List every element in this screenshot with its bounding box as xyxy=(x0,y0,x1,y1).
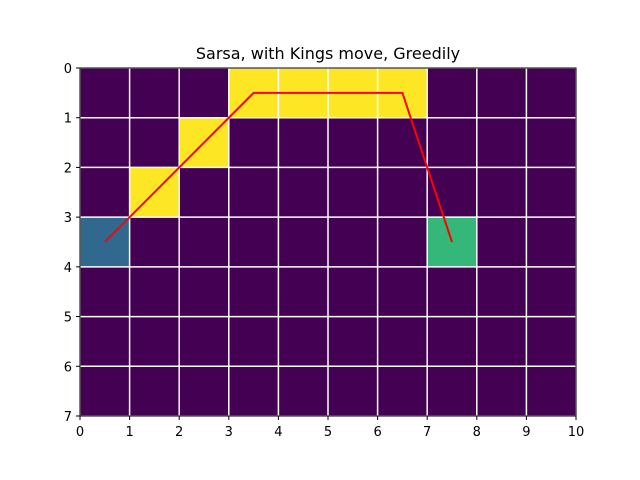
y-tick-label: 4 xyxy=(64,261,72,276)
heatmap-cell xyxy=(179,366,229,416)
agent-path xyxy=(104,91,453,243)
heatmap-cell xyxy=(179,68,229,118)
heatmap-cell xyxy=(228,316,279,367)
y-tick-label: 3 xyxy=(64,211,72,226)
heatmap-cell xyxy=(179,316,229,367)
heatmap-cell xyxy=(427,68,477,118)
heatmap-cell xyxy=(427,366,477,416)
heatmap-cell xyxy=(228,266,279,317)
x-tick-label: 8 xyxy=(473,425,481,440)
x-axis-ticks: 0 1 2 3 4 5 6 7 8 9 10 xyxy=(76,416,584,440)
heatmap-cell xyxy=(476,167,527,218)
heatmap-cell xyxy=(526,366,576,416)
heatmap-cell xyxy=(129,266,180,317)
x-tick-label: 9 xyxy=(522,425,530,440)
path-line xyxy=(104,91,453,243)
heatmap-cell xyxy=(129,117,180,168)
x-tick-label: 5 xyxy=(324,425,332,440)
heatmap-cell xyxy=(427,316,477,367)
heatmap-cell xyxy=(526,316,576,367)
heatmap-cell xyxy=(476,266,527,317)
heatmap-cell xyxy=(377,217,428,267)
heatmap-cell xyxy=(80,266,130,317)
y-tick-label: 5 xyxy=(64,311,72,326)
heatmap-cell xyxy=(228,117,279,168)
heatmap-cell xyxy=(476,366,527,416)
heatmap-cell xyxy=(476,217,527,267)
heatmap-cell xyxy=(129,366,180,416)
y-tick-label: 1 xyxy=(64,112,72,127)
x-tick-label: 2 xyxy=(175,425,183,440)
chart-title: Sarsa, with Kings move, Greedily xyxy=(196,44,460,63)
heatmap-cell xyxy=(179,217,229,267)
heatmap-cell xyxy=(179,266,229,317)
heatmap-cell xyxy=(427,266,477,317)
heatmap-cell xyxy=(80,68,130,118)
heatmap-cell xyxy=(179,167,229,218)
heatmap-cell xyxy=(526,167,576,218)
heatmap-cell xyxy=(228,217,279,267)
heatmap-cell xyxy=(328,266,378,317)
heatmap-cell xyxy=(377,316,428,367)
heatmap-cell xyxy=(476,117,527,168)
heatmap-cell xyxy=(278,167,328,218)
heatmap-cell xyxy=(328,316,378,367)
heatmap-cell xyxy=(328,167,378,218)
heatmap-cell xyxy=(278,366,328,416)
x-tick-label: 6 xyxy=(373,425,381,440)
heatmap-cell xyxy=(228,167,279,218)
heatmap-cell xyxy=(526,266,576,317)
x-tick-label: 0 xyxy=(76,425,84,440)
x-tick-label: 3 xyxy=(225,425,233,440)
heatmap-cell xyxy=(526,68,576,118)
heatmap-cell xyxy=(278,217,328,267)
heatmap-cell xyxy=(278,117,328,168)
heatmap-cell xyxy=(80,167,130,218)
heatmap-cell xyxy=(526,217,576,267)
heatmap-cell xyxy=(328,117,378,168)
heatmap-cell xyxy=(377,366,428,416)
y-tick-label: 6 xyxy=(64,360,72,375)
heatmap-cell xyxy=(80,366,130,416)
heatmap-cell xyxy=(476,316,527,367)
x-tick-label: 7 xyxy=(423,425,431,440)
heatmap-cell xyxy=(526,117,576,168)
y-tick-label: 7 xyxy=(64,410,72,425)
y-tick-label: 2 xyxy=(64,161,72,176)
heatmap-cell xyxy=(476,68,527,118)
heatmap-cell xyxy=(278,266,328,317)
heatmap-cell xyxy=(129,217,180,267)
heatmap-cell xyxy=(80,117,130,168)
heatmap-cell xyxy=(228,366,279,416)
heatmap-cell xyxy=(129,316,180,367)
heatmap-cell xyxy=(129,68,180,118)
y-tick-label: 0 xyxy=(64,62,72,77)
x-tick-label: 4 xyxy=(274,425,282,440)
heatmap-cell xyxy=(328,217,378,267)
heatmap-cell xyxy=(328,366,378,416)
heatmap-cell xyxy=(80,316,130,367)
heatmap-cell xyxy=(427,117,477,168)
x-tick-label: 1 xyxy=(125,425,133,440)
heatmap-cell xyxy=(377,266,428,317)
heatmap-cell xyxy=(278,316,328,367)
heatmap-cell xyxy=(377,167,428,218)
x-tick-label: 10 xyxy=(568,425,585,440)
y-axis-ticks: 0 1 2 3 4 5 6 7 xyxy=(64,62,80,425)
